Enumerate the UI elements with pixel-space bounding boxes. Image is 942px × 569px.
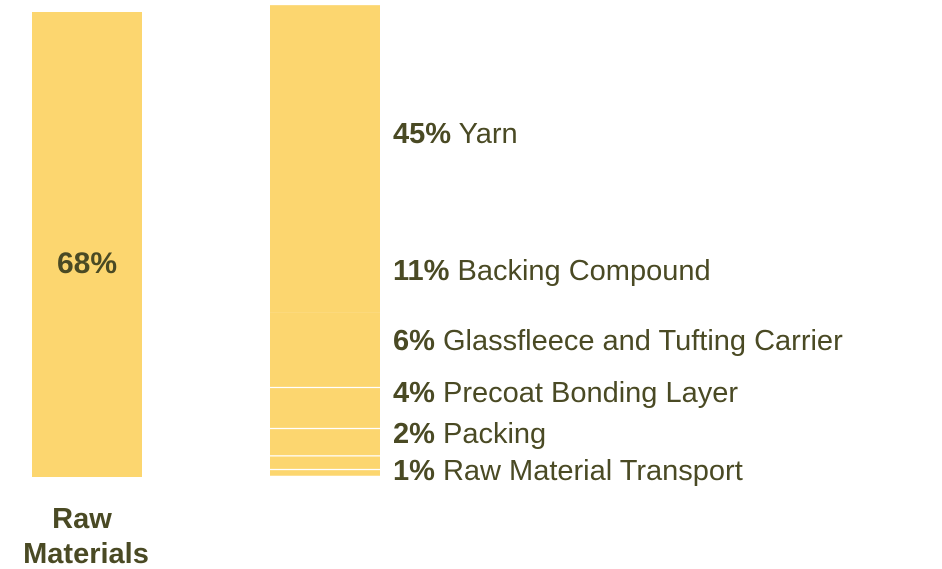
segment-label: 1% Raw Material Transport <box>393 455 743 487</box>
segment-percent: 11% <box>393 255 450 287</box>
segment-name: Packing <box>435 418 546 450</box>
stack-segment <box>270 388 380 430</box>
segment-name: Backing Compound <box>449 255 710 287</box>
breakdown-stack <box>270 5 380 479</box>
category-line-1: Raw <box>52 503 112 535</box>
stack-segment <box>270 429 380 457</box>
segment-label: 6% Glassfleece and Tufting Carrier <box>393 325 843 357</box>
segment-name: Yarn <box>451 118 518 150</box>
segment-label: 2% Packing <box>393 418 546 450</box>
main-bar <box>32 12 142 477</box>
segment-label: 45% Yarn <box>393 118 518 150</box>
main-bar-value-label: 68% <box>57 247 117 280</box>
segment-name: Glassfleece and Tufting Carrier <box>435 325 843 357</box>
stack-segment <box>270 456 380 471</box>
segment-percent: 2% <box>393 418 435 450</box>
segment-percent: 1% <box>393 455 435 487</box>
segment-label: 11% Backing Compound <box>393 255 711 287</box>
main-bar-category-label: Raw Materials <box>23 503 149 569</box>
stack-segment <box>270 312 380 389</box>
segment-percent: 4% <box>393 377 435 409</box>
segment-percent: 6% <box>393 325 435 357</box>
breakdown-labels: 45% Yarn 11% Backing Compound 6% Glassflee… <box>393 118 843 487</box>
segment-label: 4% Precoat Bonding Layer <box>393 377 738 409</box>
category-line-2: Materials <box>23 538 149 569</box>
stack-segment <box>270 5 380 313</box>
stack-segment <box>270 470 380 477</box>
segment-name: Precoat Bonding Layer <box>435 377 738 409</box>
segment-percent: 45% <box>393 118 451 150</box>
segment-name: Raw Material Transport <box>435 455 743 487</box>
